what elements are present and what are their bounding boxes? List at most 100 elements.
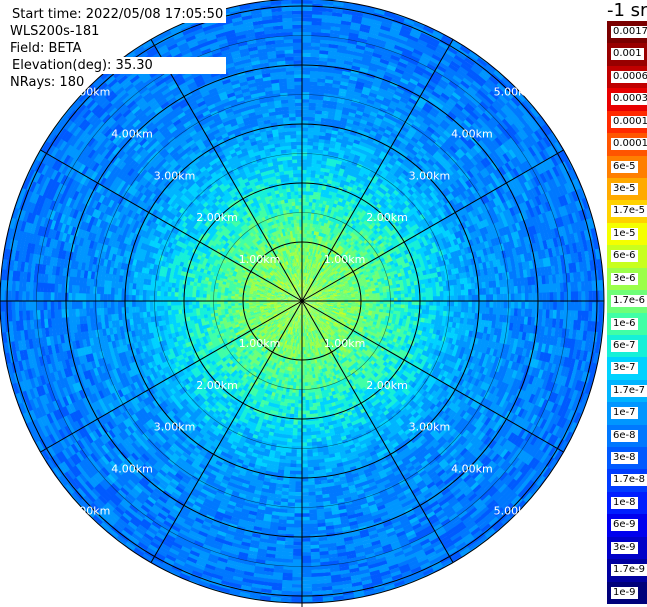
- range-gate-cell: [309, 516, 318, 520]
- range-gate-cell: [293, 520, 302, 524]
- range-gate-cell: [585, 301, 589, 312]
- range-gate-cell: [468, 307, 472, 314]
- range-gate-cell: [307, 375, 310, 379]
- range-gate-cell: [592, 301, 596, 312]
- range-gate-cell: [288, 485, 296, 489]
- range-gate-cell: [294, 410, 299, 414]
- range-gate-cell: [454, 306, 458, 312]
- range-gate-cell: [290, 598, 302, 602]
- range-gate-cell: [397, 304, 401, 308]
- range-gate-cell: [298, 393, 302, 397]
- range-gate-cell: [308, 393, 312, 397]
- range-gate-cell: [465, 301, 469, 308]
- range-gate-cell: [528, 301, 532, 310]
- range-gate-cell: [436, 301, 440, 306]
- range-gate-cell: [543, 301, 547, 311]
- range-gate-cell: [306, 432, 311, 436]
- range-gate-cell: [472, 301, 476, 308]
- range-gate-cell: [301, 581, 312, 585]
- range-gate-cell: [286, 509, 294, 513]
- range-gate-cell: [295, 467, 302, 471]
- range-gate-cell: [443, 306, 447, 312]
- range-gate-cell: [292, 559, 302, 563]
- range-gate-cell: [305, 396, 309, 400]
- range-gate-cell: [301, 573, 312, 577]
- range-gate-cell: [292, 549, 302, 553]
- range-gate-cell: [286, 513, 295, 517]
- range-gate-cell: [482, 301, 486, 308]
- range-gate-cell: [308, 495, 316, 499]
- range-gate-cell: [304, 368, 307, 372]
- range-gate-cell: [307, 371, 310, 375]
- range-gate-cell: [436, 306, 440, 312]
- range-gate-cell: [571, 301, 575, 312]
- range-gate-cell: [310, 424, 315, 428]
- range-gate-cell: [307, 382, 311, 386]
- range-gate-cell: [394, 301, 398, 305]
- range-gate-cell: [285, 456, 291, 460]
- range-gate-cell: [310, 545, 320, 549]
- range-gate-cell: [307, 449, 313, 453]
- range-gate-cell: [454, 301, 458, 307]
- range-gate-cell: [292, 545, 302, 549]
- range-gate-cell: [486, 301, 490, 308]
- range-gate-cell: [285, 527, 294, 531]
- range-gate-cell: [306, 435, 311, 439]
- range-gate-cell: [307, 453, 313, 457]
- range-gate-cell: [514, 301, 518, 309]
- range-gate-cell: [291, 453, 297, 457]
- range-gate-cell: [290, 460, 296, 464]
- range-gate-cell: [307, 446, 313, 450]
- range-gate-cell: [457, 312, 461, 318]
- range-gate-cell: [285, 531, 294, 535]
- range-gate-cell: [426, 301, 430, 306]
- range-gate-cell: [447, 306, 451, 312]
- range-gate-cell: [292, 566, 303, 570]
- range-gate-cell: [292, 435, 298, 439]
- range-gate-cell: [297, 421, 302, 425]
- range-gate-cell: [293, 538, 302, 542]
- range-gate-cell: [507, 301, 511, 309]
- range-gate-cell: [528, 309, 532, 318]
- range-gate-cell: [304, 361, 307, 365]
- range-gate-cell: [602, 312, 606, 324]
- range-gate-cell: [291, 442, 297, 446]
- range-gate-cell: [306, 414, 311, 418]
- range-gate-cell: [404, 305, 408, 309]
- range-gate-cell: [305, 389, 309, 393]
- range-gate-cell: [307, 463, 314, 467]
- range-gate-cell: [296, 460, 302, 464]
- range-gate-cell: [291, 446, 297, 450]
- range-gate-cell: [307, 460, 314, 464]
- range-gate-cell: [309, 407, 314, 411]
- range-gate-cell: [298, 404, 302, 408]
- range-gate-cell: [312, 449, 318, 453]
- range-gate-cell: [310, 552, 320, 556]
- range-gate-cell: [493, 308, 497, 316]
- range-gate-cell: [296, 457, 302, 461]
- range-gate-cell: [301, 602, 313, 606]
- range-gate-cell: [293, 527, 302, 531]
- range-gate-cell: [497, 301, 501, 309]
- range-gate-cell: [293, 542, 303, 546]
- range-gate-cell: [560, 301, 564, 311]
- range-gate-cell: [297, 425, 302, 429]
- range-gate-cell: [458, 301, 462, 307]
- range-gate-cell: [306, 428, 311, 432]
- range-gate-cell: [308, 506, 316, 510]
- range-gate-cell: [429, 305, 433, 310]
- range-gate-cell: [303, 347, 305, 351]
- range-gate-cell: [305, 393, 309, 397]
- range-gate-cell: [284, 538, 294, 542]
- range-gate-cell: [486, 307, 490, 315]
- range-gate-cell: [500, 308, 504, 316]
- range-gate-cell: [297, 439, 303, 443]
- range-gate-cell: [307, 456, 313, 460]
- range-gate-cell: [303, 343, 305, 347]
- range-gate-cell: [298, 397, 302, 401]
- range-gate-cell: [286, 520, 295, 524]
- range-gate-cell: [308, 499, 316, 503]
- range-gate-cell: [304, 372, 307, 376]
- range-gate-cell: [405, 301, 409, 305]
